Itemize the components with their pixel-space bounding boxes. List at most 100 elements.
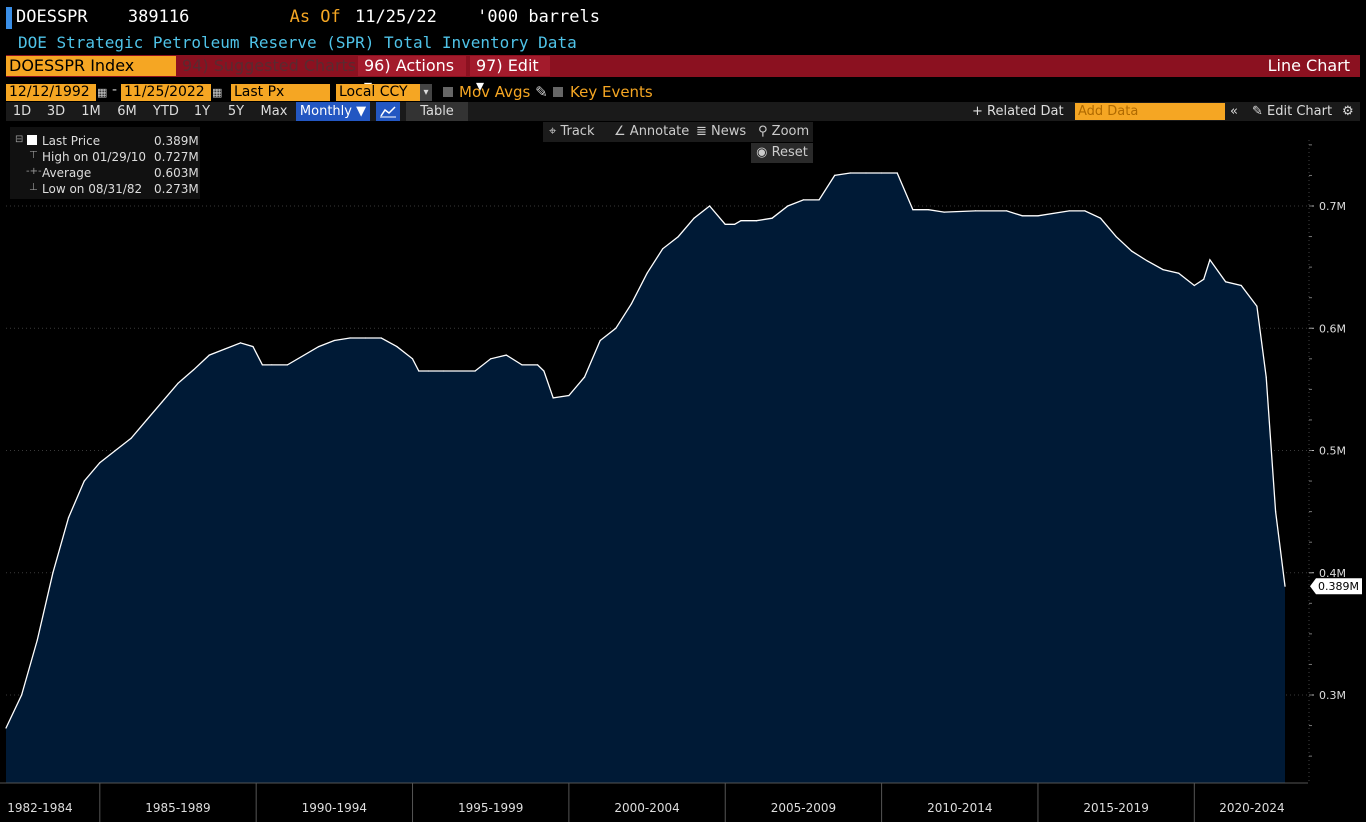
last-value-badge	[1310, 578, 1362, 595]
edit-menu[interactable]: 97) Edit ▾	[470, 56, 550, 95]
data-point	[380, 337, 382, 339]
track-button[interactable]: ⌖ Track	[549, 124, 595, 139]
currency-select[interactable]: Local CCY	[336, 84, 420, 101]
selection-marker	[6, 7, 12, 29]
data-point	[1203, 278, 1205, 280]
data-point	[849, 172, 851, 174]
calendar-icon[interactable]: ▦	[212, 86, 223, 99]
area-fill	[6, 173, 1285, 783]
data-point	[286, 364, 288, 366]
data-point	[1068, 210, 1070, 212]
edit-chart-button[interactable]: ✎ Edit Chart	[1252, 102, 1332, 121]
chart-type-label: Line Chart	[1267, 56, 1350, 75]
date-separator: -	[112, 82, 118, 98]
data-point	[1209, 259, 1211, 261]
annotate-button[interactable]: ∠ Annotate	[614, 124, 690, 139]
range-button-6m[interactable]: 6M	[117, 104, 137, 119]
data-point	[52, 572, 54, 574]
news-button[interactable]: ≣ News	[696, 124, 747, 139]
legend-label: Last Price	[42, 134, 101, 148]
data-point	[252, 346, 254, 348]
search-icon: ⚲	[758, 124, 768, 139]
periodicity-select[interactable]: Monthly ▼	[296, 102, 370, 121]
range-button-ytd[interactable]: YTD	[153, 104, 179, 119]
data-point	[427, 370, 429, 372]
data-point	[834, 174, 836, 176]
data-point	[943, 211, 945, 213]
y-tick-label: 0.3M	[1319, 689, 1346, 702]
data-point	[333, 339, 335, 342]
data-point	[583, 376, 586, 378]
mov-avgs-label[interactable]: Mov Avgs ✎	[459, 83, 548, 101]
calendar-icon[interactable]: ▦	[97, 86, 108, 99]
description: DOE Strategic Petroleum Reserve (SPR) To…	[18, 33, 577, 52]
radio-icon: ◉	[756, 145, 768, 160]
data-point	[1178, 272, 1180, 274]
range-button-5y[interactable]: 5Y	[227, 104, 245, 119]
ticker-label: DOESSPR	[16, 7, 88, 27]
collapse-legend-icon[interactable]: ⊟	[15, 134, 24, 145]
legend-value: 0.603M	[154, 166, 199, 180]
related-data-button[interactable]: + Related Dat	[972, 104, 1064, 119]
start-date-input[interactable]: 12/12/1992	[6, 84, 96, 101]
data-point	[740, 220, 742, 222]
data-point	[599, 339, 601, 342]
pencil-icon[interactable]: ✎	[535, 83, 548, 101]
last-value-label: 0.389M	[1318, 580, 1359, 593]
data-point	[5, 727, 7, 729]
data-point	[568, 394, 570, 397]
zoom-button[interactable]: ⚲ Zoom	[758, 124, 810, 139]
chevron-down-icon[interactable]: ▾	[420, 84, 432, 101]
data-point	[755, 220, 758, 222]
data-point	[1240, 284, 1242, 287]
data-point	[724, 223, 726, 225]
units-label: '000 barrels	[477, 7, 600, 27]
command-bar	[6, 55, 1360, 77]
gear-icon[interactable]: ⚙	[1342, 104, 1354, 119]
security-input[interactable]: DOESSPR Index	[6, 56, 176, 76]
data-point	[896, 172, 898, 174]
legend-label: High on 01/29/10	[42, 150, 147, 164]
field-select[interactable]: Last Px	[231, 84, 330, 101]
range-button-1m[interactable]: 1M	[81, 104, 101, 119]
legend-value: 0.727M	[154, 150, 199, 164]
data-point	[349, 337, 351, 339]
data-point	[67, 517, 70, 519]
key-events-label[interactable]: Key Events	[570, 83, 653, 101]
data-point	[818, 199, 820, 201]
end-date-input[interactable]: 11/25/2022	[121, 84, 211, 101]
data-point	[927, 209, 930, 211]
data-point	[193, 369, 195, 371]
range-button-max[interactable]: Max	[260, 104, 288, 119]
key-events-checkbox[interactable]	[553, 87, 563, 97]
data-point	[537, 364, 539, 366]
reset-button[interactable]: ◉ Reset	[751, 143, 813, 163]
data-point	[787, 205, 789, 207]
data-point	[802, 199, 805, 201]
data-point	[615, 327, 617, 329]
collapse-icon[interactable]: «	[1230, 104, 1238, 119]
data-point	[271, 364, 273, 366]
data-point	[114, 449, 116, 452]
data-point	[1021, 215, 1023, 217]
data-point	[224, 348, 226, 350]
range-button-1d[interactable]: 1D	[12, 104, 32, 119]
low-marker-icon: ⊥	[29, 182, 38, 193]
legend-value: 0.389M	[154, 134, 199, 148]
x-tick-label: 1985-1989	[145, 801, 210, 815]
chart-toolbar	[543, 122, 813, 142]
add-data-input[interactable]: Add Data	[1075, 103, 1225, 120]
crosshair-icon: ⌖	[549, 124, 557, 139]
data-point	[543, 370, 545, 372]
mov-avgs-checkbox[interactable]	[443, 87, 453, 97]
x-tick-label: 2005-2009	[771, 801, 836, 815]
data-point	[1037, 215, 1039, 217]
suggested-charts-button[interactable]: 94) Suggested Charts	[182, 56, 357, 75]
range-button-1y[interactable]: 1Y	[193, 104, 211, 119]
table-button[interactable]: Table	[406, 102, 468, 121]
line-chart-icon[interactable]	[376, 102, 400, 121]
range-button-3d[interactable]: 3D	[46, 104, 66, 119]
y-tick-label: 0.6M	[1319, 322, 1346, 335]
data-point	[21, 694, 23, 696]
